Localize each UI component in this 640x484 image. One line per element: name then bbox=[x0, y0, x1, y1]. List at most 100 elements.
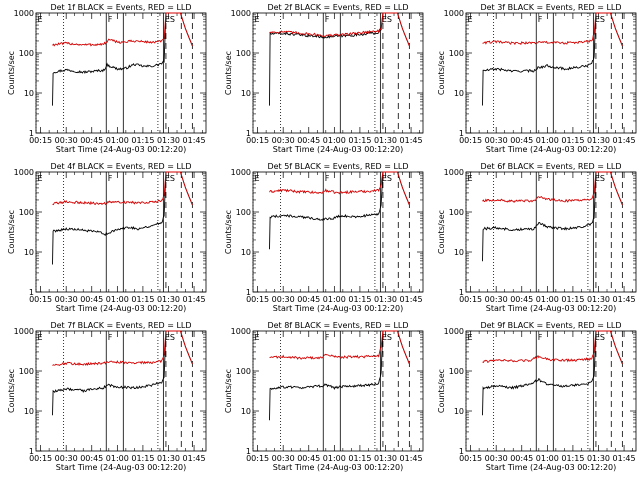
time-marker-label: F bbox=[538, 333, 543, 342]
time-marker-label: E bbox=[468, 333, 473, 342]
y-axis-label: Counts/sec bbox=[224, 369, 233, 413]
plot-frame bbox=[465, 330, 637, 452]
x-tick-label: 00:45 bbox=[510, 454, 533, 463]
x-tick-label: 00:15 bbox=[459, 136, 482, 145]
x-tick-label: 00:15 bbox=[29, 136, 52, 145]
y-tick-label: 100 bbox=[19, 367, 34, 376]
x-tick-label: 01:00 bbox=[536, 454, 559, 463]
panel-2: Det 2f BLACK = Events, RED = LLD 1 10 100 10… bbox=[224, 3, 424, 154]
x-tick-label: 01:00 bbox=[536, 295, 559, 304]
time-marker-label: F bbox=[538, 15, 543, 24]
lld-series-line bbox=[482, 330, 623, 365]
x-tick-label: 00:30 bbox=[55, 454, 78, 463]
x-tick-label: 01:45 bbox=[183, 136, 206, 145]
y-tick-label: 1 bbox=[459, 288, 464, 297]
time-marker-label: F bbox=[108, 333, 113, 342]
x-tick-label: 00:15 bbox=[459, 295, 482, 304]
y-tick-label: 1 bbox=[29, 288, 34, 297]
plot-frame bbox=[465, 171, 637, 293]
lld-series-line bbox=[52, 171, 193, 206]
x-tick-label: 01:45 bbox=[613, 136, 636, 145]
events-series-line bbox=[482, 171, 623, 262]
x-tick-label: 01:00 bbox=[106, 454, 129, 463]
x-tick-label: 00:15 bbox=[459, 454, 482, 463]
x-tick-label: 00:45 bbox=[80, 295, 103, 304]
y-tick-label: 1000 bbox=[231, 327, 251, 336]
plot-frame bbox=[35, 12, 207, 134]
x-tick-label: 00:45 bbox=[510, 295, 533, 304]
x-tick-label: 01:45 bbox=[400, 454, 423, 463]
x-tick-label: 00:15 bbox=[29, 454, 52, 463]
panel-3: Det 3f BLACK = Events, RED = LLD 1 10 100 10… bbox=[437, 3, 637, 154]
x-tick-label: 01:15 bbox=[348, 295, 371, 304]
plot-frame bbox=[252, 330, 424, 452]
x-axis-label: Start Time (24-Aug-03 00:12:20) bbox=[273, 145, 404, 154]
x-tick-label: 00:30 bbox=[485, 454, 508, 463]
time-marker-label: E bbox=[255, 333, 260, 342]
y-axis-label: Counts/sec bbox=[7, 210, 16, 254]
x-tick-label: 01:45 bbox=[400, 136, 423, 145]
panel-7: Det 7f BLACK = Events, RED = LLD 1 10 100 10… bbox=[7, 321, 207, 472]
y-tick-label: 100 bbox=[449, 208, 464, 217]
time-marker-label: ES bbox=[382, 333, 392, 342]
lld-series-line bbox=[269, 12, 410, 47]
panel-title: Det 9f BLACK = Events, RED = LLD bbox=[480, 321, 621, 330]
plot-frame bbox=[35, 171, 207, 293]
panel-title: Det 6f BLACK = Events, RED = LLD bbox=[480, 162, 621, 171]
y-tick-label: 100 bbox=[19, 49, 34, 58]
lld-series-line bbox=[269, 171, 410, 206]
time-marker-label: ES bbox=[595, 15, 605, 24]
events-series-line bbox=[482, 12, 623, 106]
y-axis-label: Counts/sec bbox=[224, 51, 233, 95]
y-tick-label: 1000 bbox=[14, 327, 34, 336]
panel-title: Det 3f BLACK = Events, RED = LLD bbox=[480, 3, 621, 12]
time-marker-label: F bbox=[108, 174, 113, 183]
time-marker-label: ES bbox=[382, 174, 392, 183]
events-series-line bbox=[269, 12, 410, 106]
x-tick-label: 01:00 bbox=[323, 295, 346, 304]
y-axis-label: Counts/sec bbox=[437, 369, 446, 413]
time-marker-label: E bbox=[38, 333, 43, 342]
time-marker-label: ES bbox=[595, 333, 605, 342]
y-tick-label: 10 bbox=[241, 407, 251, 416]
y-tick-label: 1 bbox=[246, 447, 251, 456]
x-tick-label: 01:30 bbox=[374, 295, 397, 304]
y-tick-label: 100 bbox=[236, 49, 251, 58]
time-marker-label: ES bbox=[165, 174, 175, 183]
y-tick-label: 1000 bbox=[14, 168, 34, 177]
x-axis-label: Start Time (24-Aug-03 00:12:20) bbox=[486, 145, 617, 154]
x-axis-label: Start Time (24-Aug-03 00:12:20) bbox=[486, 463, 617, 472]
x-axis-label: Start Time (24-Aug-03 00:12:20) bbox=[56, 145, 187, 154]
x-tick-label: 01:15 bbox=[561, 136, 584, 145]
x-tick-label: 01:15 bbox=[561, 454, 584, 463]
lld-series-line bbox=[269, 330, 410, 365]
x-tick-label: 01:00 bbox=[323, 454, 346, 463]
x-tick-label: 00:45 bbox=[297, 454, 320, 463]
time-marker-label: F bbox=[325, 333, 330, 342]
plot-frame bbox=[35, 330, 207, 452]
x-tick-label: 00:30 bbox=[55, 136, 78, 145]
x-tick-label: 01:30 bbox=[157, 136, 180, 145]
panel-title: Det 4f BLACK = Events, RED = LLD bbox=[50, 162, 191, 171]
y-axis-label: Counts/sec bbox=[437, 210, 446, 254]
x-axis-label: Start Time (24-Aug-03 00:12:20) bbox=[273, 304, 404, 313]
y-tick-label: 10 bbox=[24, 248, 34, 257]
events-series-line bbox=[52, 171, 193, 265]
x-tick-label: 01:15 bbox=[131, 136, 154, 145]
y-tick-label: 10 bbox=[454, 89, 464, 98]
x-tick-label: 00:45 bbox=[297, 295, 320, 304]
y-tick-label: 100 bbox=[19, 208, 34, 217]
panel-title: Det 1f BLACK = Events, RED = LLD bbox=[50, 3, 191, 12]
x-tick-label: 01:15 bbox=[348, 454, 371, 463]
time-marker-label: E bbox=[38, 15, 43, 24]
y-tick-label: 10 bbox=[454, 407, 464, 416]
plot-frame bbox=[465, 12, 637, 134]
time-marker-label: E bbox=[38, 174, 43, 183]
events-series-line bbox=[269, 330, 410, 421]
x-tick-label: 00:15 bbox=[246, 454, 269, 463]
y-tick-label: 1000 bbox=[444, 327, 464, 336]
x-tick-label: 00:15 bbox=[246, 295, 269, 304]
events-series-line bbox=[482, 330, 623, 416]
time-marker-label: F bbox=[325, 174, 330, 183]
